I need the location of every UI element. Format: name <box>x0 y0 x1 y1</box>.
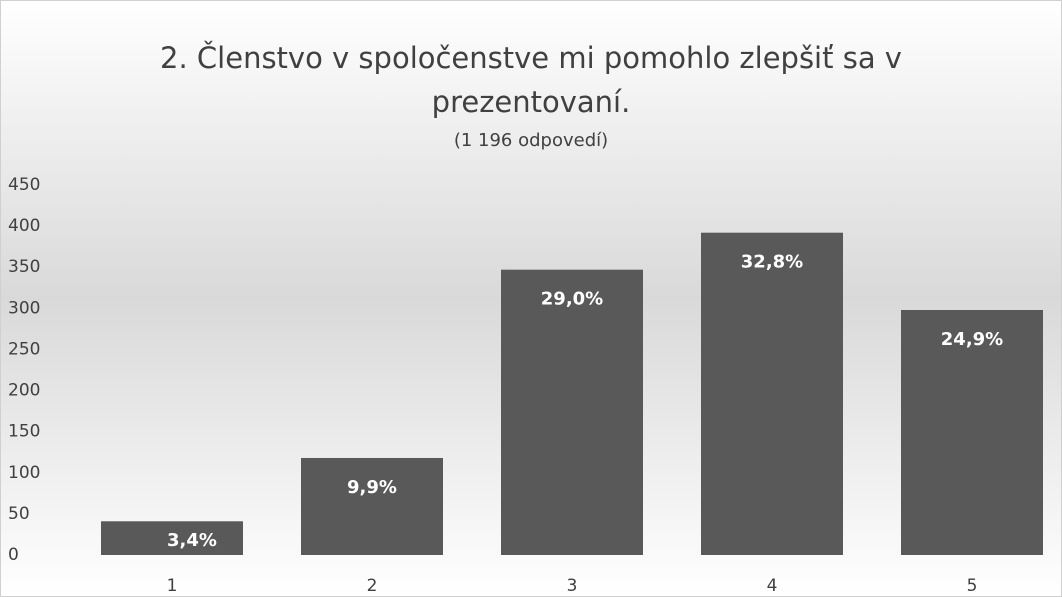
y-tick-label: 250 <box>8 339 40 359</box>
y-tick-label: 0 <box>8 545 19 565</box>
y-tick-label: 350 <box>8 257 40 277</box>
x-tick-label: 3 <box>567 576 578 596</box>
x-tick-label: 1 <box>167 576 178 596</box>
chart-title: 2. Členstvo v spoločenstve mi pomohlo zl… <box>160 41 902 119</box>
y-tick-label: 200 <box>8 381 40 401</box>
y-tick-label: 450 <box>8 175 40 195</box>
bar <box>901 309 1043 555</box>
y-tick-label: 150 <box>8 422 40 442</box>
y-tick-label: 400 <box>8 216 40 236</box>
bar <box>301 457 443 555</box>
y-tick-label: 100 <box>8 463 40 483</box>
value-label: 29,0% <box>541 289 603 310</box>
value-label: 24,9% <box>941 329 1003 350</box>
chart-subtitle: (1 196 odpovedí) <box>453 130 609 151</box>
bar <box>101 521 243 555</box>
x-tick-label: 4 <box>767 576 778 596</box>
value-label: 32,8% <box>741 252 803 273</box>
value-label: 9,9% <box>347 477 397 498</box>
y-tick-label: 300 <box>8 298 40 318</box>
bar <box>501 269 643 555</box>
y-tick-label: 50 <box>8 504 30 524</box>
x-tick-label: 2 <box>367 576 378 596</box>
value-label: 3,4% <box>167 530 217 551</box>
x-tick-label: 5 <box>967 576 978 596</box>
bar <box>701 232 843 555</box>
